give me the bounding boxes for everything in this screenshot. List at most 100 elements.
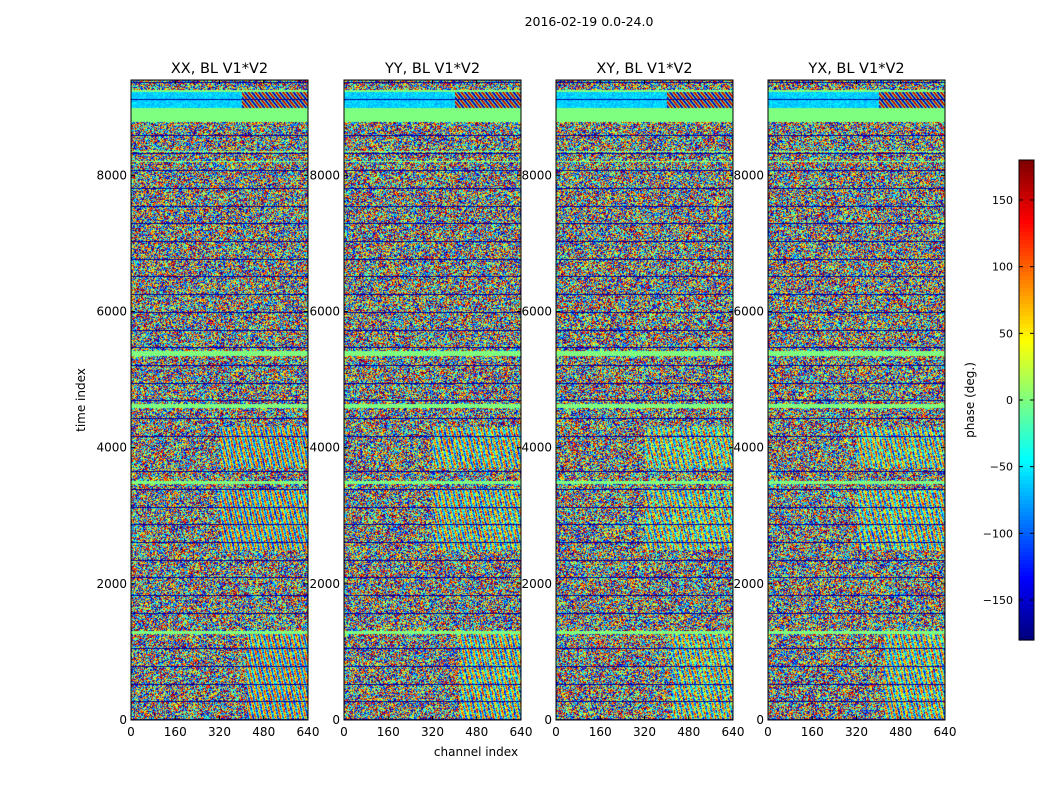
y-tick-label: 4000 bbox=[309, 441, 340, 455]
colorbar-swatch bbox=[1019, 476, 1034, 481]
panel-title: XX, BL V1*V2 bbox=[171, 61, 268, 77]
colorbar-swatch bbox=[1019, 204, 1034, 209]
colorbar-tick-label: 50 bbox=[999, 327, 1013, 340]
colorbar-swatch bbox=[1019, 532, 1034, 537]
colorbar-swatch bbox=[1019, 168, 1034, 173]
colorbar-swatch bbox=[1019, 352, 1034, 357]
colorbar-swatch bbox=[1019, 564, 1034, 569]
colorbar-swatch bbox=[1019, 492, 1034, 497]
x-tick-label: 480 bbox=[677, 725, 700, 739]
colorbar-swatch bbox=[1019, 228, 1034, 233]
y-tick-label: 4000 bbox=[733, 441, 764, 455]
colorbar-swatch bbox=[1019, 456, 1034, 461]
colorbar-swatch bbox=[1019, 224, 1034, 229]
colorbar-swatch bbox=[1019, 332, 1034, 337]
colorbar-swatch bbox=[1019, 420, 1034, 425]
phase-heatmap-image bbox=[344, 80, 521, 720]
colorbar-swatch bbox=[1019, 616, 1034, 621]
y-tick-label: 8000 bbox=[96, 168, 127, 182]
panel-title: YX, BL V1*V2 bbox=[807, 61, 904, 77]
colorbar-swatch bbox=[1019, 212, 1034, 217]
colorbar-swatch bbox=[1019, 264, 1034, 269]
x-tick-label: 0 bbox=[340, 725, 348, 739]
colorbar-swatch bbox=[1019, 552, 1034, 557]
colorbar-swatch bbox=[1019, 372, 1034, 377]
y-tick-label: 2000 bbox=[96, 577, 127, 591]
colorbar-swatch bbox=[1019, 288, 1034, 293]
colorbar-swatch bbox=[1019, 416, 1034, 421]
colorbar-tick-label: −100 bbox=[983, 527, 1013, 540]
phase-heatmap-image bbox=[556, 80, 733, 720]
x-tick-label: 0 bbox=[552, 725, 560, 739]
y-tick-label: 2000 bbox=[521, 577, 552, 591]
colorbar-swatch bbox=[1019, 540, 1034, 545]
x-tick-label: 0 bbox=[764, 725, 772, 739]
x-tick-label: 640 bbox=[934, 725, 957, 739]
x-tick-label: 640 bbox=[510, 725, 533, 739]
colorbar-swatch bbox=[1019, 348, 1034, 353]
y-tick-label: 8000 bbox=[521, 168, 552, 182]
colorbar-swatch bbox=[1019, 256, 1034, 261]
x-tick-label: 480 bbox=[252, 725, 275, 739]
y-tick-label: 8000 bbox=[733, 168, 764, 182]
colorbar-swatch bbox=[1019, 184, 1034, 189]
colorbar-swatch bbox=[1019, 164, 1034, 169]
colorbar-swatch bbox=[1019, 160, 1034, 165]
colorbar-swatch bbox=[1019, 600, 1034, 605]
colorbar-swatch bbox=[1019, 240, 1034, 245]
phase-heatmap-image bbox=[768, 80, 945, 720]
colorbar-swatch bbox=[1019, 404, 1034, 409]
colorbar-swatch bbox=[1019, 548, 1034, 553]
colorbar-swatch bbox=[1019, 400, 1034, 405]
colorbar-swatch bbox=[1019, 520, 1034, 525]
colorbar-swatch bbox=[1019, 320, 1034, 325]
colorbar-swatch bbox=[1019, 220, 1034, 225]
colorbar-swatch bbox=[1019, 512, 1034, 517]
x-tick-label: 160 bbox=[801, 725, 824, 739]
colorbar-swatch bbox=[1019, 500, 1034, 505]
colorbar-swatch bbox=[1019, 524, 1034, 529]
y-tick-label: 0 bbox=[332, 713, 340, 727]
colorbar-swatch bbox=[1019, 312, 1034, 317]
panel: XX, BL V1*V2 0 160 320 480 640 0 2000 4000 6000 80… bbox=[96, 61, 319, 739]
colorbar-swatch bbox=[1019, 544, 1034, 549]
panel: YX, BL V1*V2 0 160 320 480 640 0 2000 4000 6000 80… bbox=[733, 61, 956, 739]
colorbar-swatch bbox=[1019, 480, 1034, 485]
colorbar-swatch bbox=[1019, 252, 1034, 257]
colorbar-swatch bbox=[1019, 592, 1034, 597]
colorbar-swatch bbox=[1019, 244, 1034, 249]
colorbar-swatch bbox=[1019, 604, 1034, 609]
colorbar-swatch bbox=[1019, 568, 1034, 573]
colorbar-swatch bbox=[1019, 296, 1034, 301]
colorbar-swatch bbox=[1019, 584, 1034, 589]
x-axis-label: channel index bbox=[434, 745, 518, 759]
colorbar-swatch bbox=[1019, 424, 1034, 429]
colorbar-swatch bbox=[1019, 468, 1034, 473]
colorbar-swatch bbox=[1019, 408, 1034, 413]
colorbar-swatch bbox=[1019, 216, 1034, 221]
colorbar-swatch bbox=[1019, 172, 1034, 177]
y-tick-label: 6000 bbox=[733, 304, 764, 318]
x-tick-label: 640 bbox=[297, 725, 320, 739]
colorbar-swatch bbox=[1019, 612, 1034, 617]
colorbar-swatch bbox=[1019, 504, 1034, 509]
colorbar-swatch bbox=[1019, 556, 1034, 561]
colorbar-swatch bbox=[1019, 560, 1034, 565]
colorbar-swatch bbox=[1019, 324, 1034, 329]
colorbar-swatch bbox=[1019, 188, 1034, 193]
colorbar: 150 100 50 0 −50 −100 −150 bbox=[983, 159, 1035, 641]
colorbar-swatch bbox=[1019, 576, 1034, 581]
y-tick-label: 0 bbox=[756, 713, 764, 727]
colorbar-swatch bbox=[1019, 432, 1034, 437]
y-tick-label: 0 bbox=[119, 713, 127, 727]
colorbar-tick-label: 150 bbox=[992, 194, 1013, 207]
colorbar-swatch bbox=[1019, 572, 1034, 577]
colorbar-swatch bbox=[1019, 208, 1034, 213]
y-tick-label: 6000 bbox=[309, 304, 340, 318]
colorbar-swatch bbox=[1019, 336, 1034, 341]
colorbar-swatch bbox=[1019, 428, 1034, 433]
figure-suptitle: 2016-02-19 0.0-24.0 bbox=[525, 14, 654, 29]
colorbar-swatch bbox=[1019, 276, 1034, 281]
colorbar-swatch bbox=[1019, 488, 1034, 493]
colorbar-tick-label: −50 bbox=[990, 461, 1013, 474]
